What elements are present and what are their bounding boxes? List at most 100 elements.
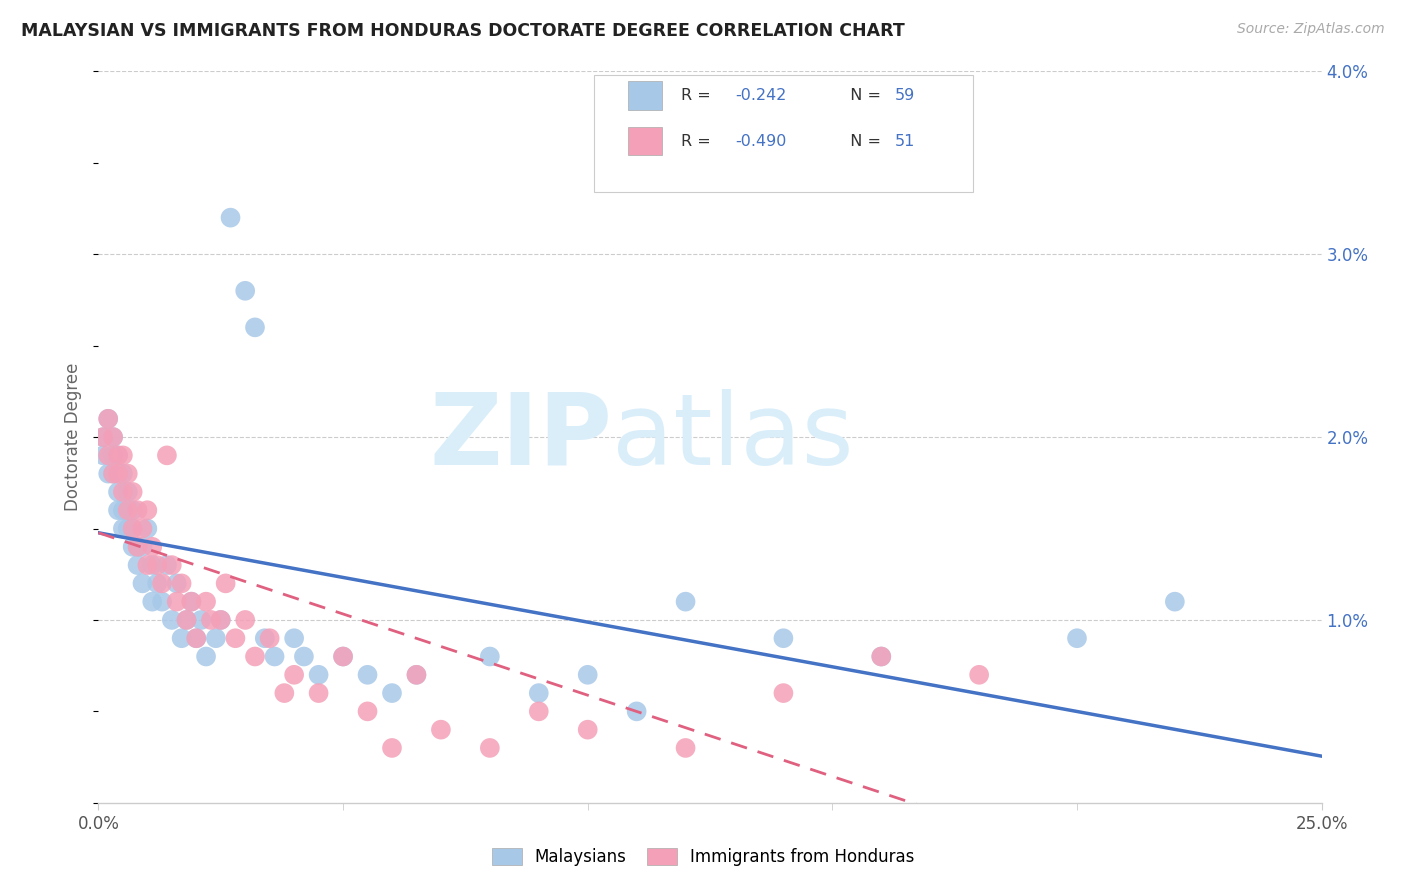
Point: [675, 740, 697, 755]
Point: [283, 632, 305, 646]
Point: [146, 576, 169, 591]
Point: [205, 632, 228, 646]
Point: [576, 723, 599, 737]
Point: [156, 449, 179, 463]
Point: [259, 632, 281, 646]
Point: [146, 558, 169, 573]
Point: [356, 705, 378, 719]
Point: [283, 667, 305, 681]
Point: [121, 485, 143, 500]
Text: N =: N =: [839, 134, 886, 149]
Point: [121, 540, 143, 554]
Point: [195, 649, 218, 664]
Point: [97, 412, 120, 426]
Point: [91, 430, 114, 444]
Point: [180, 594, 202, 608]
Point: [224, 632, 246, 646]
Point: [166, 594, 188, 608]
FancyBboxPatch shape: [628, 127, 662, 155]
Point: [1164, 594, 1187, 608]
Point: [107, 485, 129, 500]
Point: [1066, 632, 1088, 646]
Point: [626, 705, 648, 719]
Point: [180, 594, 202, 608]
Point: [675, 594, 697, 608]
Point: [101, 467, 124, 481]
Point: [107, 449, 129, 463]
Point: [101, 449, 124, 463]
Point: [308, 686, 330, 700]
Point: [131, 521, 153, 535]
Point: [332, 649, 354, 664]
Point: [107, 467, 129, 481]
Point: [97, 449, 120, 463]
Point: [136, 521, 159, 535]
Point: [107, 503, 129, 517]
Point: [136, 503, 159, 517]
Point: [141, 540, 163, 554]
Point: [127, 503, 149, 517]
Point: [176, 613, 198, 627]
Point: [405, 667, 427, 681]
Point: [101, 430, 124, 444]
Point: [117, 521, 139, 535]
Point: [190, 613, 212, 627]
Point: [121, 521, 143, 535]
Point: [107, 449, 129, 463]
Point: [176, 613, 198, 627]
Point: [160, 613, 183, 627]
Point: [233, 284, 256, 298]
Point: [170, 576, 193, 591]
Point: [97, 467, 120, 481]
Text: MALAYSIAN VS IMMIGRANTS FROM HONDURAS DOCTORATE DEGREE CORRELATION CHART: MALAYSIAN VS IMMIGRANTS FROM HONDURAS DO…: [21, 22, 905, 40]
Text: R =: R =: [681, 134, 716, 149]
Point: [91, 430, 114, 444]
Point: [127, 540, 149, 554]
Point: [527, 686, 550, 700]
Point: [478, 649, 501, 664]
Point: [405, 667, 427, 681]
Point: [131, 576, 153, 591]
Point: [219, 211, 242, 225]
FancyBboxPatch shape: [593, 75, 973, 192]
Point: [166, 576, 188, 591]
Y-axis label: Doctorate Degree: Doctorate Degree: [65, 363, 83, 511]
Legend: Malaysians, Immigrants from Honduras: Malaysians, Immigrants from Honduras: [484, 840, 922, 875]
Point: [214, 576, 236, 591]
Point: [111, 449, 134, 463]
Point: [141, 558, 163, 573]
Point: [263, 649, 285, 664]
Point: [772, 632, 794, 646]
Point: [356, 667, 378, 681]
Point: [243, 320, 266, 334]
Text: 59: 59: [894, 88, 915, 103]
Text: atlas: atlas: [612, 389, 853, 485]
Point: [117, 467, 139, 481]
Point: [117, 485, 139, 500]
Text: N =: N =: [839, 88, 886, 103]
Point: [111, 521, 134, 535]
Point: [101, 430, 124, 444]
Point: [772, 686, 794, 700]
Point: [273, 686, 295, 700]
Point: [117, 503, 139, 517]
Point: [233, 613, 256, 627]
Point: [131, 540, 153, 554]
Point: [209, 613, 232, 627]
Point: [127, 540, 149, 554]
Text: Source: ZipAtlas.com: Source: ZipAtlas.com: [1237, 22, 1385, 37]
Point: [136, 558, 159, 573]
Point: [160, 558, 183, 573]
Point: [292, 649, 315, 664]
Point: [430, 723, 453, 737]
Point: [243, 649, 266, 664]
Text: 51: 51: [894, 134, 915, 149]
Point: [101, 467, 124, 481]
Point: [381, 686, 404, 700]
Point: [111, 485, 134, 500]
Point: [527, 705, 550, 719]
Point: [156, 558, 179, 573]
Point: [870, 649, 893, 664]
Point: [127, 558, 149, 573]
Point: [200, 613, 222, 627]
